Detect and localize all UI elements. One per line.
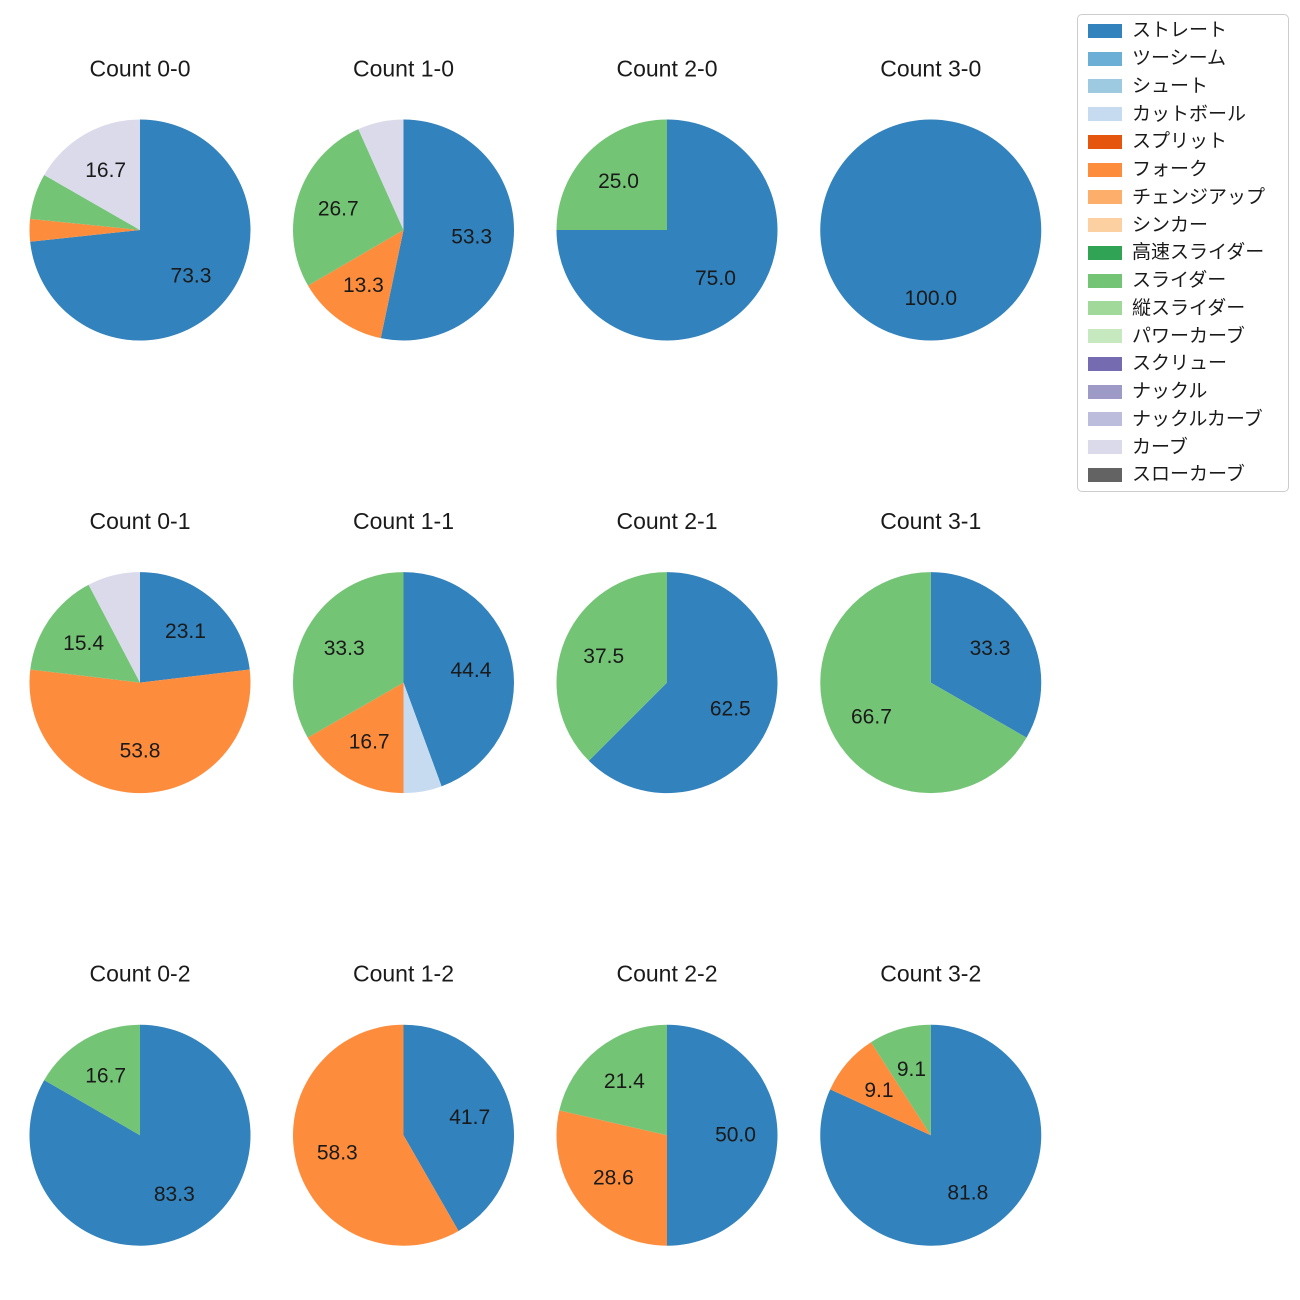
svg-text:33.3: 33.3 bbox=[970, 637, 1011, 660]
svg-text:Count 1-2: Count 1-2 bbox=[353, 961, 454, 987]
svg-text:Count 2-0: Count 2-0 bbox=[616, 56, 717, 82]
svg-text:81.8: 81.8 bbox=[947, 1181, 988, 1204]
svg-text:58.3: 58.3 bbox=[317, 1141, 358, 1164]
svg-text:33.3: 33.3 bbox=[324, 637, 365, 660]
svg-text:Count 2-2: Count 2-2 bbox=[616, 961, 717, 987]
svg-text:Count 1-0: Count 1-0 bbox=[353, 56, 454, 82]
svg-text:15.4: 15.4 bbox=[63, 632, 104, 655]
svg-text:Count 0-0: Count 0-0 bbox=[89, 56, 190, 82]
svg-text:83.3: 83.3 bbox=[154, 1183, 195, 1206]
svg-text:13.3: 13.3 bbox=[343, 274, 384, 297]
svg-text:9.1: 9.1 bbox=[897, 1058, 926, 1081]
svg-text:Count 1-1: Count 1-1 bbox=[353, 508, 454, 534]
svg-text:53.8: 53.8 bbox=[120, 740, 161, 763]
svg-text:75.0: 75.0 bbox=[695, 267, 736, 290]
svg-text:62.5: 62.5 bbox=[710, 697, 751, 720]
svg-text:Count 3-1: Count 3-1 bbox=[880, 508, 981, 534]
svg-text:44.4: 44.4 bbox=[451, 659, 492, 682]
svg-text:Count 0-2: Count 0-2 bbox=[89, 961, 190, 987]
svg-text:Count 3-2: Count 3-2 bbox=[880, 961, 981, 987]
svg-text:25.0: 25.0 bbox=[598, 170, 639, 193]
svg-text:53.3: 53.3 bbox=[451, 226, 492, 249]
svg-text:100.0: 100.0 bbox=[904, 287, 957, 310]
svg-text:50.0: 50.0 bbox=[715, 1124, 756, 1147]
svg-text:37.5: 37.5 bbox=[583, 645, 624, 668]
svg-text:9.1: 9.1 bbox=[864, 1079, 893, 1102]
svg-text:16.7: 16.7 bbox=[349, 730, 390, 753]
svg-text:Count 3-0: Count 3-0 bbox=[880, 56, 981, 82]
svg-text:Count 2-1: Count 2-1 bbox=[616, 508, 717, 534]
svg-text:73.3: 73.3 bbox=[171, 264, 212, 287]
svg-text:16.7: 16.7 bbox=[85, 1064, 126, 1087]
svg-text:Count 0-1: Count 0-1 bbox=[89, 508, 190, 534]
svg-text:21.4: 21.4 bbox=[604, 1070, 645, 1093]
svg-text:28.6: 28.6 bbox=[593, 1166, 634, 1189]
svg-text:41.7: 41.7 bbox=[449, 1106, 490, 1129]
svg-text:26.7: 26.7 bbox=[318, 198, 359, 221]
svg-text:23.1: 23.1 bbox=[165, 620, 206, 643]
svg-text:66.7: 66.7 bbox=[851, 705, 892, 728]
svg-text:16.7: 16.7 bbox=[85, 159, 126, 182]
